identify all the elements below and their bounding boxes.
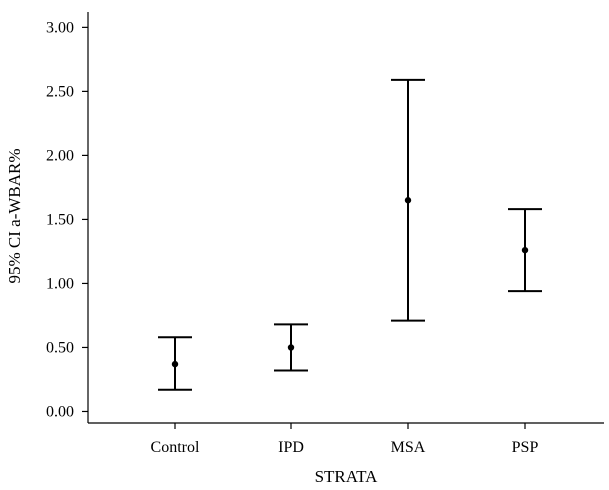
mean-point: [287, 344, 295, 351]
x-tick-label: IPD: [278, 439, 304, 456]
y-tick-label: 1.50: [46, 211, 74, 228]
y-axis-label: 95% CI a-WBAR%: [5, 148, 24, 283]
y-tick-label: 3.00: [46, 19, 74, 36]
x-axis-label: STRATA: [315, 467, 379, 486]
mean-point: [521, 246, 529, 254]
y-tick-label: 2.00: [46, 147, 74, 164]
x-ticks: Control IPD MSA PSP: [151, 423, 539, 456]
error-bar-control: [158, 336, 192, 391]
x-tick-label: PSP: [512, 439, 539, 456]
mean-point: [404, 197, 412, 204]
y-ticks: 0.00 0.50 1.00 1.50 2.00 2.50 3.00: [46, 19, 88, 420]
x-tick-label: Control: [151, 439, 200, 456]
y-tick-label: 2.50: [46, 83, 74, 100]
error-bar-msa: [391, 78, 425, 322]
y-tick-label: 0.00: [46, 403, 74, 420]
axes: [87, 12, 604, 424]
error-bar-psp: [508, 208, 542, 293]
y-tick-label: 1.00: [46, 275, 74, 292]
x-tick-label: MSA: [391, 439, 426, 456]
mean-point: [171, 360, 179, 368]
error-bar-ipd: [274, 323, 308, 372]
y-tick-label: 0.50: [46, 339, 74, 356]
error-bars: [158, 78, 542, 391]
